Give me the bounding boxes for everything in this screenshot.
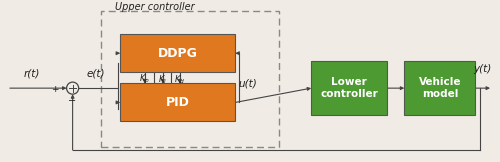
FancyBboxPatch shape bbox=[120, 83, 236, 122]
Text: +: + bbox=[50, 85, 58, 94]
Text: $K_d$: $K_d$ bbox=[174, 73, 186, 86]
Text: Lower
controller: Lower controller bbox=[320, 77, 378, 99]
Text: r(t): r(t) bbox=[24, 69, 40, 79]
FancyBboxPatch shape bbox=[311, 61, 387, 115]
Text: e(t): e(t) bbox=[86, 69, 105, 79]
Text: y(t): y(t) bbox=[474, 64, 492, 74]
Text: $K_i$: $K_i$ bbox=[158, 73, 168, 86]
Text: $K_p$: $K_p$ bbox=[139, 73, 150, 86]
FancyBboxPatch shape bbox=[404, 61, 475, 115]
Text: Vehicle
model: Vehicle model bbox=[418, 77, 461, 99]
Text: DDPG: DDPG bbox=[158, 47, 198, 60]
Text: u(t): u(t) bbox=[238, 78, 257, 88]
Ellipse shape bbox=[66, 82, 78, 94]
Text: PID: PID bbox=[166, 96, 190, 109]
FancyBboxPatch shape bbox=[120, 34, 236, 72]
Text: −: − bbox=[68, 96, 76, 105]
Text: Upper controller: Upper controller bbox=[114, 2, 194, 12]
